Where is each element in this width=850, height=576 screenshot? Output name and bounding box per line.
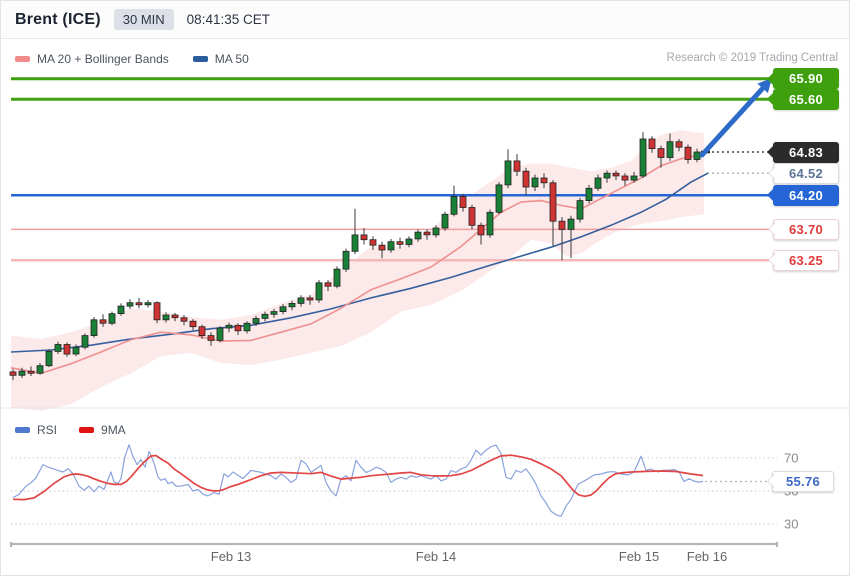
rsi-panel-legend: RSI 9MA: [15, 423, 126, 437]
ma50-swatch-icon: [192, 56, 208, 62]
timeframe-badge[interactable]: 30 MIN: [113, 9, 174, 30]
header-bar: Brent (ICE) 30 MIN 08:41:35 CET: [1, 1, 849, 39]
rsi-swatch-icon: [15, 427, 30, 433]
legend-item-rsi: RSI: [15, 423, 57, 437]
legend-item-ma50: MA 50: [192, 52, 249, 66]
instrument-title: Brent (ICE): [15, 10, 101, 28]
legend-item-9ma: 9MA: [79, 423, 126, 437]
main-chart-legend: MA 20 + Bollinger Bands MA 50: [15, 52, 249, 66]
legend-label: MA 20 + Bollinger Bands: [37, 52, 169, 66]
clock-text: 08:41:35 CET: [186, 12, 270, 27]
legend-label: 9MA: [101, 423, 126, 437]
legend-item-ma20-bollinger: MA 20 + Bollinger Bands: [15, 52, 169, 66]
legend-label: MA 50: [214, 52, 249, 66]
ma9-swatch-icon: [79, 427, 95, 433]
research-watermark: Research © 2019 Trading Central: [666, 52, 838, 64]
ma20-swatch-icon: [15, 56, 30, 62]
legend-label: RSI: [37, 423, 58, 437]
